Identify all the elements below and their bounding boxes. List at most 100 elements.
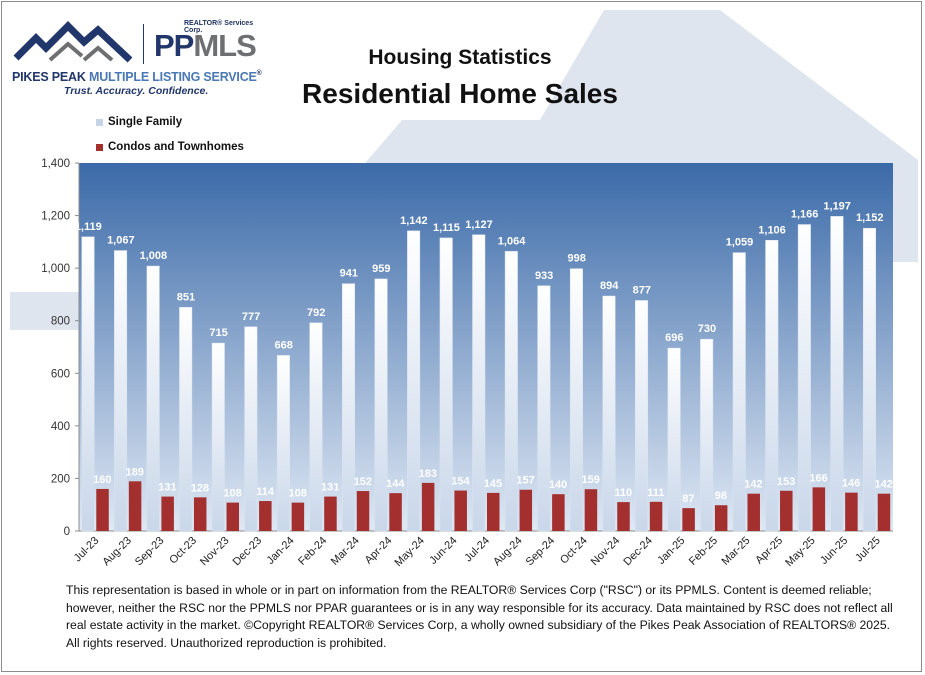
bar-single-family — [276, 355, 290, 532]
bar-single-family — [602, 295, 616, 532]
data-label-single-family: 1,119 — [75, 221, 102, 233]
data-label-condos: 108 — [223, 488, 241, 500]
data-label-single-family: 668 — [274, 339, 292, 351]
bar-single-family — [765, 240, 779, 532]
data-label-condos: 114 — [256, 486, 275, 498]
x-tick-label: Jul-25 — [853, 535, 883, 565]
data-label-single-family: 1,106 — [758, 224, 786, 236]
ppmls-logo: REALTOR® Services Corp. PPMLS PIKES PEAK… — [12, 18, 262, 100]
bar-condos — [324, 496, 337, 531]
bar-condos — [193, 497, 207, 531]
data-label-condos: 131 — [158, 482, 176, 494]
data-label-condos: 144 — [386, 478, 405, 490]
logo-divider — [143, 24, 144, 64]
x-tick-label: Jan-25 — [655, 535, 687, 567]
bar-single-family — [830, 216, 844, 532]
bar-condos — [617, 502, 630, 531]
data-label-condos: 159 — [582, 474, 600, 486]
data-label-condos: 110 — [614, 487, 632, 499]
data-label-condos: 128 — [191, 482, 209, 494]
bars — [81, 216, 891, 532]
x-tick-label: Mar-25 — [719, 535, 752, 568]
bar-condos — [812, 487, 826, 531]
logo-pp-part: PP — [154, 28, 194, 63]
data-label-condos: 142 — [875, 479, 893, 491]
data-label-single-family: 1,127 — [465, 219, 493, 231]
y-axis: 0 200 400 600 800 1,000 1,200 1,400 — [41, 158, 80, 538]
bar-condos — [356, 491, 370, 531]
data-label-single-family: 1,067 — [107, 235, 135, 247]
bar-condos — [96, 488, 109, 531]
data-label-condos: 142 — [744, 479, 762, 491]
x-tick-label: May-25 — [783, 535, 817, 569]
data-label-condos: 154 — [451, 476, 470, 488]
bar-single-family — [439, 237, 453, 532]
y-tick-label: 0 — [64, 526, 70, 538]
y-tick-label: 800 — [51, 316, 70, 328]
bar-single-family — [179, 307, 193, 532]
x-tick-label: Feb-25 — [687, 535, 720, 568]
legend-item-single-family: Single Family — [96, 116, 182, 128]
bar-single-family — [309, 322, 323, 532]
bar-condos — [519, 489, 533, 531]
data-label-single-family: 1,059 — [726, 237, 754, 249]
data-label-single-family: 959 — [372, 263, 390, 275]
bar-condos — [226, 502, 240, 531]
chart-title: Residential Home Sales — [302, 78, 618, 109]
x-tick-label: May-24 — [393, 535, 427, 569]
mountain-logo-icon — [13, 21, 133, 63]
data-label-condos: 160 — [93, 474, 111, 486]
disclaimer-text: This representation is based in whole or… — [66, 583, 893, 650]
x-tick-label: Jul-24 — [462, 535, 492, 565]
logo-name-part1: PIKES PEAK — [12, 70, 89, 84]
bar-condos — [454, 490, 467, 531]
x-tick-label: Feb-24 — [296, 535, 329, 568]
data-label-single-family: 1,008 — [140, 250, 168, 262]
bar-single-family — [244, 326, 258, 532]
data-label-single-family: 933 — [535, 270, 553, 282]
bar-single-family — [504, 251, 518, 532]
bar-single-family — [211, 342, 225, 532]
bar-single-family — [732, 252, 746, 532]
data-label-condos: 189 — [126, 466, 144, 478]
data-label-single-family: 998 — [568, 253, 586, 265]
bar-condos — [682, 508, 695, 531]
x-tick-label: Jul-23 — [72, 535, 102, 565]
bar-single-family — [862, 227, 876, 532]
y-tick-label: 1,000 — [41, 263, 70, 275]
data-label-condos: 145 — [484, 478, 502, 490]
data-label-condos: 183 — [419, 468, 437, 480]
logo-name-mark: ® — [256, 70, 262, 77]
data-label-condos: 140 — [549, 479, 567, 491]
data-label-single-family: 894 — [600, 280, 619, 292]
x-tick-label: Dec-24 — [621, 535, 655, 569]
bar-condos — [714, 505, 728, 531]
x-tick-label: Jun-25 — [818, 535, 850, 567]
data-label-single-family: 1,115 — [433, 222, 460, 234]
legend-item-condos: Condos and Townhomes — [96, 141, 244, 153]
data-label-condos: 146 — [842, 478, 860, 490]
data-label-single-family: 1,142 — [400, 215, 428, 227]
legend-label-condos: Condos and Townhomes — [108, 141, 244, 153]
bar-single-family — [342, 283, 356, 532]
x-tick-label: Sep-23 — [133, 535, 167, 569]
y-tick-label: 400 — [51, 421, 70, 433]
x-tick-label: Aug-23 — [100, 535, 134, 569]
data-label-condos: 131 — [321, 482, 339, 494]
data-label-condos: 153 — [777, 476, 795, 488]
data-label-single-family: 730 — [698, 323, 716, 335]
data-label-single-family: 1,152 — [856, 212, 884, 224]
bar-single-family — [667, 347, 681, 532]
x-tick-label: Jan-24 — [264, 535, 296, 567]
bar-condos — [291, 502, 305, 531]
bar-single-family — [472, 234, 486, 532]
bar-single-family — [81, 236, 95, 532]
data-label-single-family: 851 — [177, 291, 195, 303]
bar-single-family — [146, 265, 160, 532]
bar-single-family — [569, 268, 583, 532]
x-tick-label: Apr-24 — [363, 535, 395, 567]
bar-condos — [584, 489, 598, 531]
logo-tagline: Trust. Accuracy. Confidence. — [64, 85, 209, 97]
